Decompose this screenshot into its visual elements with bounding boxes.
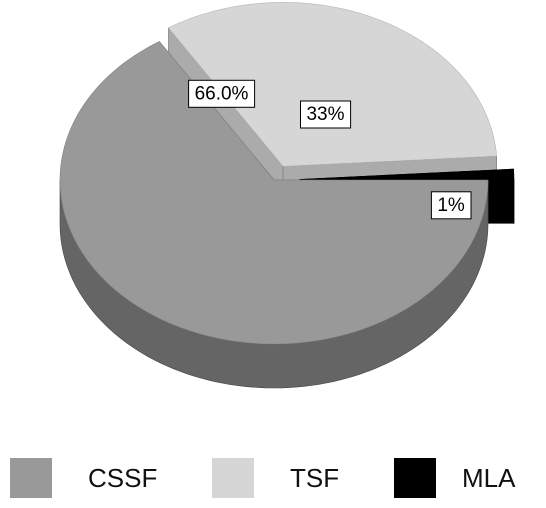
data-label-cssf: 66.0% <box>188 79 256 108</box>
slice-top-tsf <box>168 2 497 167</box>
slice-top-cssf <box>59 41 489 345</box>
legend-label-tsf: TSF <box>290 463 340 493</box>
legend-item-mla: MLA <box>394 456 515 500</box>
data-label-box-cssf <box>188 79 256 108</box>
legend: CSSF TSF MLA <box>0 456 546 500</box>
legend-label-cssf: CSSF <box>88 463 158 493</box>
data-label-mla: 1% <box>430 191 472 220</box>
legend-item-tsf: TSF <box>212 456 339 500</box>
data-label-tsf: 33% <box>300 100 352 129</box>
legend-swatch-mla <box>394 458 436 498</box>
slice-top-mla <box>299 168 515 180</box>
legend-label-mla: MLA <box>462 463 516 493</box>
legend-item-cssf: CSSF <box>10 456 157 500</box>
data-label-box-mla <box>430 191 472 220</box>
pie-tops <box>59 2 515 345</box>
legend-swatch-cssf <box>10 458 52 498</box>
data-label-text-cssf: 66.0% <box>195 83 249 104</box>
data-label-text-tsf: 33% <box>306 104 344 125</box>
legend-swatch-tsf <box>212 458 254 498</box>
data-label-text-mla: 1% <box>437 195 465 216</box>
pie-data-labels: 66.0% 33% 1% <box>188 79 472 220</box>
data-label-box-tsf <box>300 100 352 129</box>
